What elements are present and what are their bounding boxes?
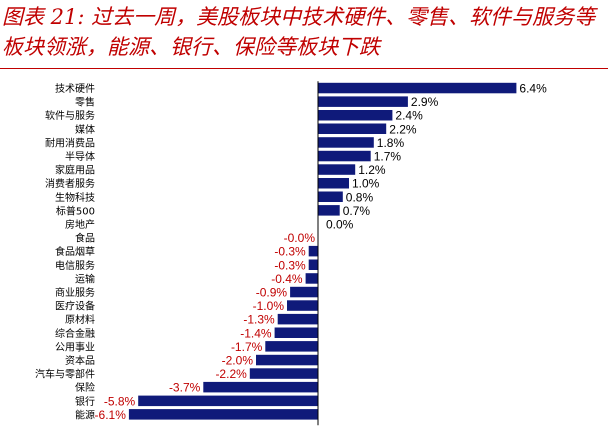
value-label: 2.4% xyxy=(395,109,423,123)
value-labels-group: 6.4% 2.9%2.4%2.2%1.8%1.7%1.2%1.0%0.8%0.7%… xyxy=(95,82,548,422)
bar-零售 xyxy=(318,96,408,107)
category-label: 房地产 xyxy=(65,218,95,231)
bar-医疗设备 xyxy=(287,300,318,311)
category-label: 食品烟草 xyxy=(55,245,95,258)
value-label: -0.0% xyxy=(284,231,316,245)
bar-耐用消费品 xyxy=(318,137,374,148)
value-label: 1.2% xyxy=(358,163,386,177)
value-label: -2.0% xyxy=(222,354,254,368)
bar-商业服务 xyxy=(290,286,318,298)
category-label: 标普500 xyxy=(56,204,95,217)
category-label: 资本品 xyxy=(65,354,95,367)
category-label: 半导体 xyxy=(65,150,95,163)
value-label: 2.9% xyxy=(411,95,439,109)
bar-综合金融 xyxy=(274,327,318,338)
value-label: -1.4% xyxy=(240,326,272,340)
category-label: 公用事业 xyxy=(55,340,95,353)
category-label: 软件与服务 xyxy=(45,109,95,122)
value-label: 1.7% xyxy=(374,150,402,164)
bar-能源 xyxy=(128,409,318,420)
value-label: -1.7% xyxy=(231,340,263,354)
category-label: 原材料 xyxy=(65,313,95,326)
category-label: 综合金融 xyxy=(55,327,95,340)
bar-电信服务 xyxy=(308,259,318,270)
value-label: 2.2% xyxy=(389,122,417,136)
bar-软件与服务 xyxy=(318,110,393,121)
value-label: -3.7% xyxy=(169,381,201,395)
bar-运输 xyxy=(305,273,318,284)
value-label: -1.0% xyxy=(253,299,285,313)
bar-chart: 技术硬件零售软件与服务媒体耐用消费品半导体家庭用品消费者服务生物科技标普500房… xyxy=(35,81,548,426)
category-label: 技术硬件 xyxy=(55,82,95,95)
bar-保险 xyxy=(203,381,318,393)
bar-银行 xyxy=(138,395,318,407)
value-label: 0.8% xyxy=(346,190,374,204)
category-label: 消费者服务 xyxy=(45,177,95,190)
value-label: -0.3% xyxy=(274,245,306,259)
bar-标普500 xyxy=(318,205,340,216)
category-label: 食品 xyxy=(75,232,95,245)
category-label: 生物科技 xyxy=(55,191,95,204)
category-label: 运输 xyxy=(75,272,95,285)
title-divider xyxy=(0,68,608,69)
category-labels-group: 技术硬件零售软件与服务媒体耐用消费品半导体家庭用品消费者服务生物科技标普500房… xyxy=(35,82,95,421)
value-label: 0.7% xyxy=(343,204,371,218)
bar-媒体 xyxy=(318,123,387,134)
bar-家庭用品 xyxy=(318,164,356,175)
bar-汽车与零部件 xyxy=(249,368,318,379)
category-label: 家庭用品 xyxy=(55,164,95,177)
value-label: -6.1% xyxy=(95,408,127,422)
value-label: -5.8% xyxy=(104,394,136,408)
category-label: 能源 xyxy=(75,408,95,421)
category-label: 保险 xyxy=(75,381,95,394)
category-label: 电信服务 xyxy=(55,259,95,272)
category-label: 汽车与零部件 xyxy=(35,368,95,381)
category-label: 商业服务 xyxy=(55,286,95,299)
bar-公用事业 xyxy=(265,341,318,352)
category-label: 媒体 xyxy=(75,124,95,136)
value-label: -1.3% xyxy=(243,313,275,327)
value-label: 6.4% xyxy=(519,82,547,96)
bar-资本品 xyxy=(256,354,318,366)
bar-原材料 xyxy=(277,313,318,325)
category-label: 耐用消费品 xyxy=(45,136,95,149)
bar-消费者服务 xyxy=(318,178,349,189)
bar-半导体 xyxy=(318,150,371,162)
category-label: 医疗设备 xyxy=(55,300,95,313)
chart-title: 图表 21: 过去一周，美股板块中技术硬件、零售、软件与服务等板块领涨，能源、银… xyxy=(2,5,596,59)
value-label: 1.0% xyxy=(352,177,380,191)
bars-group xyxy=(128,82,517,420)
value-label: -0.3% xyxy=(274,258,306,272)
value-label: 1.8% xyxy=(377,136,405,150)
value-label: -0.4% xyxy=(271,272,303,286)
value-label: 0.0% xyxy=(326,218,354,232)
value-label: -2.2% xyxy=(215,367,247,381)
bar-生物科技 xyxy=(318,191,343,202)
bar-技术硬件 xyxy=(318,82,517,94)
category-label: 银行 xyxy=(75,395,95,408)
bar-食品烟草 xyxy=(308,245,318,257)
value-label: -0.9% xyxy=(256,286,288,300)
category-label: 零售 xyxy=(75,96,95,109)
